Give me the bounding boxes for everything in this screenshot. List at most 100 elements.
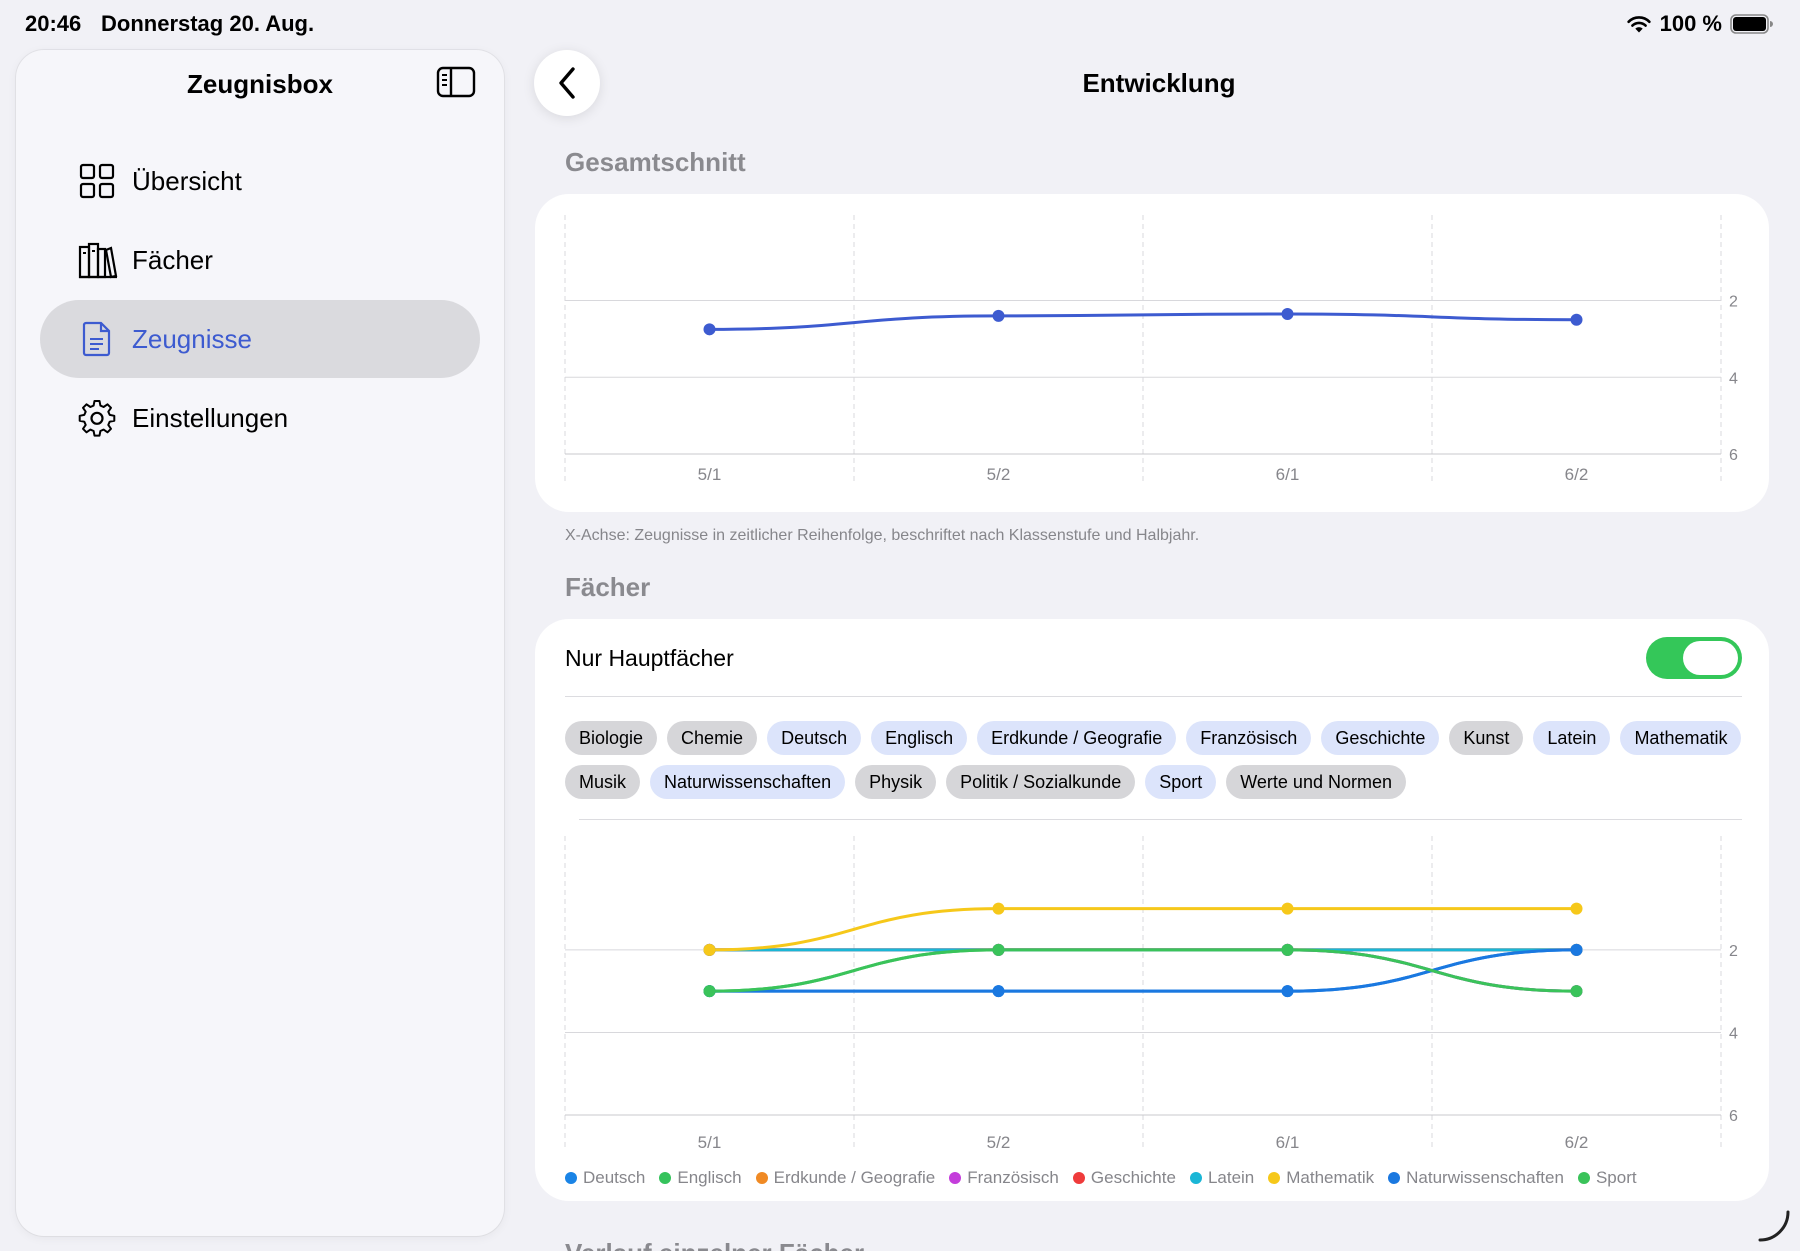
data-point (992, 943, 1005, 956)
subject-chip[interactable]: Werte und Normen (1226, 765, 1406, 799)
sidebar-nav: Übersicht Fächer Zeugnisse (40, 142, 480, 458)
x-tick-label: 6/2 (1565, 1133, 1589, 1152)
legend-label: Deutsch (583, 1168, 646, 1187)
back-button[interactable] (534, 50, 600, 116)
subject-chip[interactable]: Kunst (1449, 721, 1524, 755)
section-header-subjects: Fächer (565, 572, 651, 602)
series-line (708, 948, 1578, 993)
subject-chip[interactable]: Deutsch (767, 721, 862, 755)
overall-chart-card: 2 4 6 5/1 5/2 6/1 6/2 (535, 194, 1769, 512)
page-title: Entwicklung (1082, 68, 1236, 98)
legend-item: Latein (1189, 1168, 1255, 1188)
y-tick-label: 4 (1729, 1025, 1738, 1042)
overall-chart: 2 4 6 5/1 5/2 6/1 6/2 (564, 215, 1738, 484)
legend-item: Naturwissenschaften (1388, 1168, 1564, 1188)
subject-chip[interactable]: Politik / Sozialkunde (946, 765, 1136, 799)
main-subjects-toggle-label: Nur Hauptfächer (565, 645, 734, 671)
legend-item: Erdkunde / Geografie (755, 1168, 935, 1188)
sidebar-item-zeugnisse[interactable]: Zeugnisse (40, 300, 480, 378)
legend-dot (1388, 1172, 1401, 1184)
legend-item: Sport (1577, 1168, 1637, 1188)
data-point (992, 902, 1005, 915)
data-point (1281, 943, 1294, 956)
data-point (1570, 902, 1583, 915)
legend-item: Deutsch (565, 1168, 645, 1188)
legend-dot (659, 1172, 672, 1184)
wifi-icon (1626, 16, 1651, 33)
data-point (992, 985, 1005, 998)
sidebar-item-label: Fächer (132, 244, 213, 275)
legend-item: Englisch (659, 1168, 742, 1188)
legend-label: Geschichte (1090, 1168, 1176, 1187)
subject-chip[interactable]: Biologie (565, 721, 658, 755)
subject-chip[interactable]: Mathematik (1620, 721, 1742, 755)
subjects-card: Nur Hauptfächer Biologie Chemie Deutsch Eng… (535, 619, 1769, 1201)
y-tick-label: 6 (1729, 447, 1738, 464)
subject-chip[interactable]: Geschichte (1321, 721, 1440, 755)
main-subjects-toggle[interactable] (1646, 637, 1742, 679)
subject-chip[interactable]: Sport (1145, 765, 1217, 799)
status-time: 20:46 (25, 11, 82, 36)
subject-chip[interactable]: Physik (855, 765, 937, 799)
sidebar-toggle-icon[interactable] (436, 66, 476, 98)
subject-chip[interactable]: Naturwissenschaften (650, 765, 846, 799)
divider (565, 696, 1742, 697)
status-bar: 20:46 Donnerstag 20. Aug. 100 % (0, 0, 1800, 48)
legend-dot (949, 1172, 962, 1184)
sidebar-item-label: Zeugnisse (132, 323, 252, 354)
sidebar-item-label: Übersicht (132, 165, 242, 196)
x-tick-label: 5/1 (698, 465, 722, 484)
subject-chip[interactable]: Latein (1533, 721, 1611, 755)
legend-label: Latein (1207, 1168, 1255, 1187)
y-tick-label: 2 (1729, 943, 1738, 960)
x-tick-label: 5/2 (987, 1133, 1011, 1152)
grid-icon (79, 163, 115, 199)
sidebar-item-label: Einstellungen (132, 402, 289, 433)
subject-chip[interactable]: Chemie (667, 721, 758, 755)
subject-filter-chips: Biologie Chemie Deutsch Englisch Erdkunde / … (565, 721, 1745, 799)
section-header-partial: Verlauf einzelner Fächer (565, 1238, 864, 1251)
legend-dot (1577, 1172, 1590, 1184)
sidebar-item-uebersicht[interactable]: Übersicht (40, 142, 480, 220)
x-tick-label: 6/1 (1276, 465, 1300, 484)
toggle-knob (1683, 641, 1738, 675)
series-line (708, 948, 1578, 993)
chart-footnote: X-Achse: Zeugnisse in zeitlicher Reihenf… (565, 527, 1200, 544)
data-point (703, 943, 716, 956)
books-icon (78, 242, 118, 279)
subject-chip[interactable]: Musik (565, 765, 641, 799)
data-point (992, 309, 1005, 322)
x-tick-label: 5/1 (698, 1133, 722, 1152)
status-date: Donnerstag 20. Aug. (101, 11, 315, 36)
section-header-overall: Gesamtschnitt (565, 147, 746, 177)
subject-chip[interactable]: Französisch (1186, 721, 1312, 755)
data-point (703, 323, 716, 336)
chart-legend: Deutsch Englisch Erdkunde / Geografie Franz… (565, 1168, 1637, 1188)
x-tick-label: 5/2 (987, 465, 1011, 484)
data-point (1281, 985, 1294, 998)
legend-label: Englisch (677, 1168, 742, 1187)
sidebar-item-faecher[interactable]: Fächer (40, 221, 480, 299)
y-tick-label: 4 (1729, 370, 1738, 387)
legend-item: Mathematik (1268, 1168, 1374, 1188)
battery-percent: 100 % (1659, 11, 1722, 36)
sidebar-item-einstellungen[interactable]: Einstellungen (40, 379, 480, 457)
subject-chip[interactable]: Erdkunde / Geografie (977, 721, 1177, 755)
gear-icon (78, 400, 116, 437)
subjects-chart: 2 4 6 5/1 5/2 6/1 6/2 (564, 836, 1738, 1152)
legend-dot (1268, 1172, 1281, 1184)
legend-dot (1189, 1172, 1202, 1184)
legend-dot (755, 1172, 768, 1184)
legend-label: Französisch (967, 1168, 1059, 1187)
document-icon (82, 321, 111, 357)
data-point (1570, 985, 1583, 998)
x-tick-label: 6/2 (1565, 465, 1589, 484)
subject-chip[interactable]: Englisch (871, 721, 968, 755)
sidebar: Zeugnisbox Übersicht (16, 50, 504, 1236)
legend-label: Sport (1595, 1168, 1637, 1187)
legend-dot (1072, 1172, 1085, 1184)
legend-dot (565, 1172, 577, 1184)
legend-item: Französisch (949, 1168, 1059, 1188)
data-point (1281, 902, 1294, 915)
data-point (1570, 313, 1583, 326)
